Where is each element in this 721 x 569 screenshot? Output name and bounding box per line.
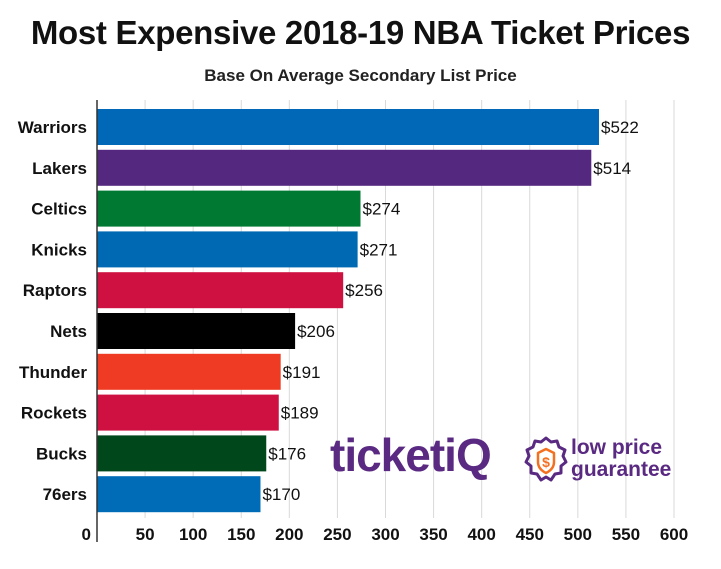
x-tick-label: 250 [323,525,351,544]
data-label: $170 [262,485,300,504]
x-tick-label: 0 [82,525,91,544]
bar [97,435,267,472]
x-tick-label: 400 [467,525,495,544]
bar [97,231,358,268]
x-tick-label: 550 [612,525,640,544]
data-label: $271 [360,240,398,259]
bar [97,190,361,227]
bar [97,149,592,186]
bars [97,109,599,513]
bar [97,272,344,309]
x-tick-label: 300 [371,525,399,544]
x-tick-label: 200 [275,525,303,544]
bar [97,313,296,349]
chart-title: Most Expensive 2018-19 NBA Ticket Prices [30,14,691,51]
bar [97,353,281,390]
tagline-line1: low price [571,436,663,459]
category-label: Raptors [23,281,87,300]
category-label: 76ers [43,485,87,504]
dollar-badge-icon: $ [524,436,568,482]
svg-text:$: $ [542,454,550,470]
data-label: $206 [297,322,335,341]
category-label: Celtics [31,200,87,219]
x-tick-label: 500 [564,525,592,544]
x-tick-label: 100 [179,525,207,544]
x-tick-label: 350 [419,525,447,544]
ticketiq-logo: ticketiQ [330,429,492,481]
data-label: $189 [281,404,319,423]
data-label: $191 [283,363,321,382]
category-labels: Warriors Lakers Celtics Knicks Raptors Nets Th… [18,118,88,504]
x-tick-label: 600 [660,525,688,544]
data-label: $514 [593,159,631,178]
bar [97,476,261,513]
data-label: $522 [601,118,639,137]
data-label: $176 [268,444,306,463]
x-tick-label: 50 [136,525,155,544]
data-label: $274 [362,200,400,219]
low-price-guarantee: low price guarantee [571,437,671,481]
category-label: Lakers [32,159,87,178]
category-label: Warriors [18,118,87,137]
category-label: Knicks [31,240,87,259]
x-tick-label: 150 [227,525,255,544]
category-label: Thunder [19,363,87,382]
tagline-line2: guarantee [571,458,672,481]
x-tick-label: 450 [516,525,544,544]
x-axis-ticks: 0 50 100 150 200 250 300 350 400 450 500 550 600 [82,525,689,544]
bar [97,394,279,431]
data-label: $256 [345,281,383,300]
bar [97,109,599,145]
category-label: Rockets [21,404,87,423]
category-label: Nets [50,322,87,341]
category-label: Bucks [36,444,87,463]
chart-subtitle: Base On Average Secondary List Price [204,66,517,85]
value-labels: $522 $514 $274 $271 $256 $206 $191 $189 $176 $170 [262,118,638,504]
